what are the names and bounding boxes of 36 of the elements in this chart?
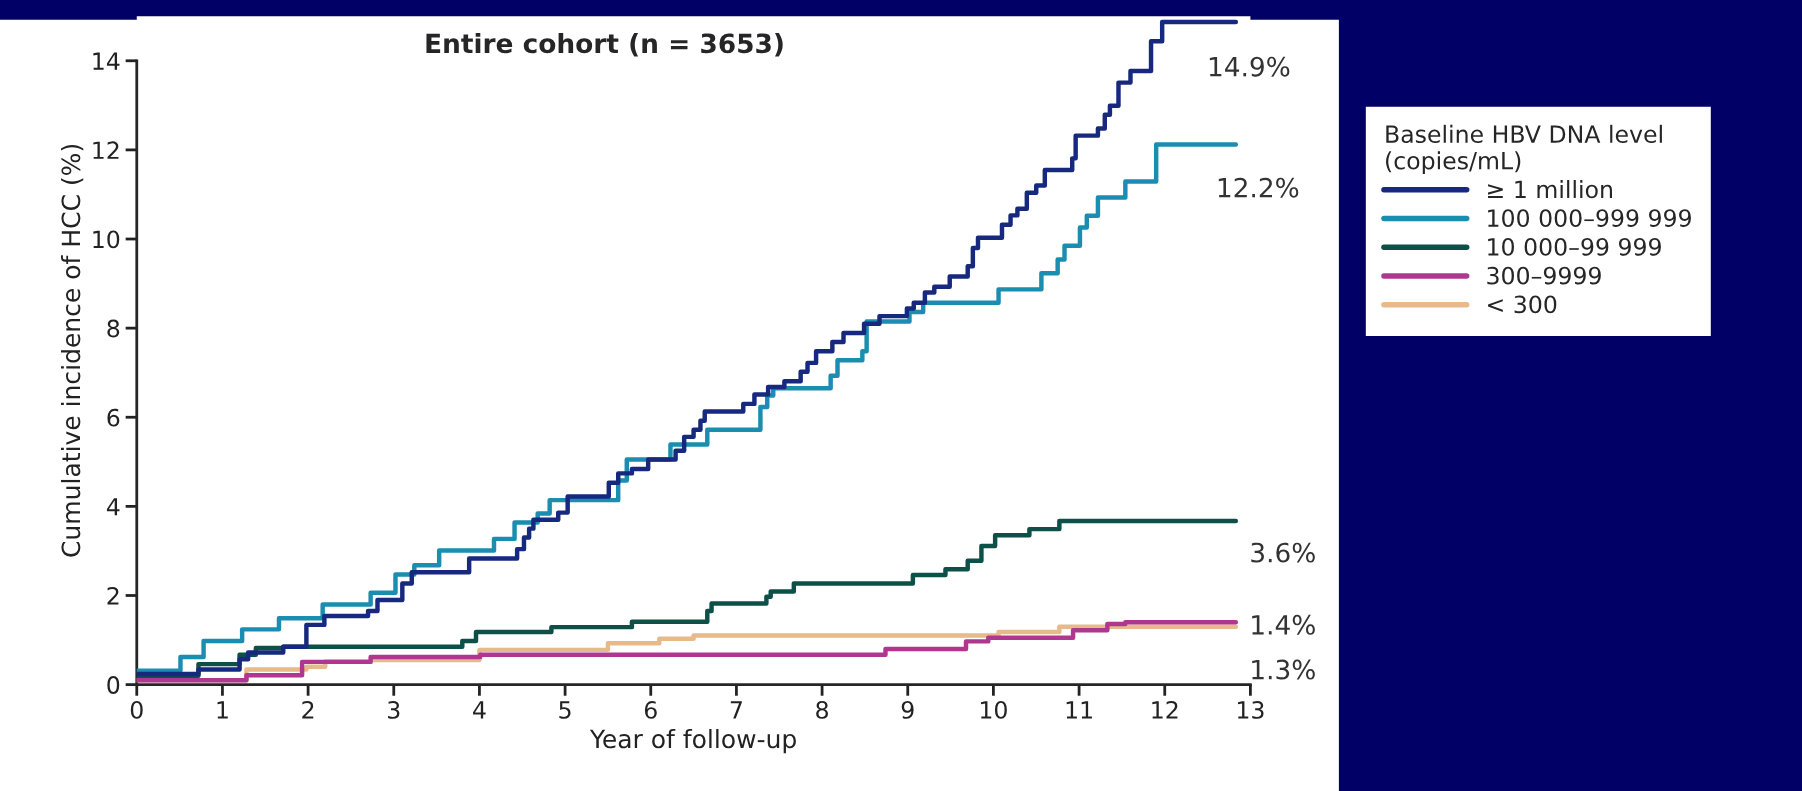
x-tick-label: 5 <box>559 701 571 719</box>
y-tick-label: 14 <box>93 52 120 70</box>
y-tick-label: 10 <box>93 230 120 249</box>
legend-label: < 300 <box>1488 295 1557 314</box>
x-tick-label: 11 <box>1066 701 1092 719</box>
legend-label: 300–9999 <box>1487 266 1601 285</box>
y-tick-label: 0 <box>107 676 120 694</box>
y-tick-label: 6 <box>107 408 120 427</box>
x-tick-label: 3 <box>388 701 400 719</box>
x-tick-label: 12 <box>1152 701 1178 719</box>
y-tick-label: 12 <box>93 141 119 159</box>
legend-title: Baseline HBV DNA level (copies/mL) <box>1386 124 1662 175</box>
text: 3.6% <box>1251 542 1315 563</box>
y-tick-label: 8 <box>107 319 120 338</box>
x-tick-label: 13 <box>1237 701 1264 719</box>
x-axis-title: Year of follow-up <box>589 728 796 754</box>
legend-label: 10 000–99 999 <box>1488 237 1661 256</box>
y-axis-title: Cumulative incidence of HCC (%) <box>61 144 84 557</box>
text: 1.4% <box>1252 614 1315 635</box>
x-tick-label: 1 <box>217 701 228 719</box>
legend-label: ≥ 1 million <box>1488 180 1612 199</box>
x-tick-label: 4 <box>473 701 486 719</box>
text: 1.3% <box>1252 659 1315 680</box>
x-tick-label: 7 <box>730 701 742 719</box>
y-tick-label: 2 <box>107 586 119 605</box>
x-tick-label: 10 <box>980 701 1007 719</box>
x-tick-label: 0 <box>130 701 143 719</box>
legend-label: 100 000–999 999 <box>1488 209 1691 228</box>
x-tick-label: 9 <box>901 701 914 719</box>
y-tick-label: 4 <box>106 498 120 516</box>
x-tick-label: 6 <box>644 701 657 719</box>
x-tick-label: 8 <box>816 701 828 719</box>
annotation: 14.9% <box>1209 56 1290 77</box>
annotation: 12.2% <box>1218 177 1299 198</box>
x-tick-label: 2 <box>302 701 314 719</box>
text: Entire cohort (n = 3653) <box>426 32 783 57</box>
